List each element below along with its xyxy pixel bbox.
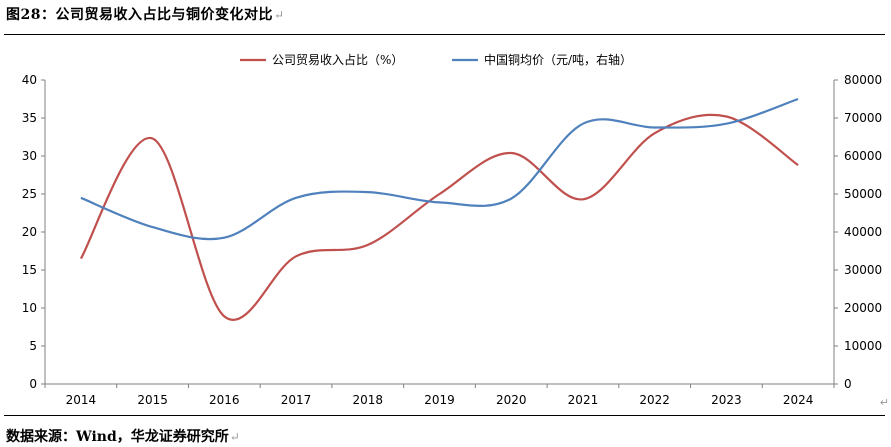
left-tick-label: 25 — [22, 187, 37, 201]
chart: 0 5 10 15 20 25 30 35 40 0 10000 20000 30000 40000 50… — [22, 52, 882, 407]
right-tick-label: 60000 — [844, 149, 882, 163]
series-lines — [79, 97, 799, 321]
x-tick-label: 2023 — [711, 393, 742, 407]
source-text: 数据来源：Wind，华龙证券研究所 — [6, 429, 229, 445]
x-tick-label: 2015 — [137, 393, 168, 407]
legend: 公司贸易收入占比（%） 中国铜均价（元/吨，右轴） — [240, 52, 632, 67]
x-tick-label: 2022 — [639, 393, 670, 407]
source-note: 数据来源：Wind，华龙证券研究所↵ — [6, 426, 240, 446]
right-tick-label: 80000 — [844, 73, 882, 87]
return-mark-right-icon: ↵ — [879, 396, 889, 409]
left-tick-label: 30 — [22, 149, 37, 163]
right-tick-label: 70000 — [844, 111, 882, 125]
left-tick-label: 20 — [22, 225, 37, 239]
figure-title-text: 图28：公司贸易收入占比与铜价变化对比 — [6, 7, 273, 23]
right-tick-label: 40000 — [844, 225, 882, 239]
legend-label-1: 公司贸易收入占比（%） — [272, 52, 403, 67]
x-tick-label: 2017 — [281, 393, 312, 407]
x-tick-label: 2018 — [352, 393, 383, 407]
left-tick-label: 10 — [22, 301, 37, 315]
x-tick-label: 2021 — [568, 393, 599, 407]
legend-label-2: 中国铜均价（元/吨，右轴） — [484, 52, 632, 67]
right-axis-ticks: 0 10000 20000 30000 40000 50000 60000 70000 8000… — [834, 73, 882, 391]
x-tick-label: 2019 — [424, 393, 455, 407]
right-tick-label: 50000 — [844, 187, 882, 201]
x-tick-label: 2020 — [496, 393, 527, 407]
left-tick-label: 5 — [29, 339, 37, 353]
x-tick-label: 2016 — [209, 393, 240, 407]
left-tick-label: 35 — [22, 111, 37, 125]
right-tick-label: 10000 — [844, 339, 882, 353]
x-axis-ticks: 2014 2015 2016 2017 2018 2019 2020 2021 2022 2023… — [44, 384, 835, 407]
bottom-rule — [4, 415, 885, 416]
figure-title: 图28：公司贸易收入占比与铜价变化对比↵ — [6, 4, 285, 24]
x-tick-label: 2014 — [66, 393, 97, 407]
series-line-2 — [80, 97, 799, 241]
return-mark-icon: ↵ — [273, 8, 285, 22]
source-return-mark-icon: ↵ — [229, 430, 240, 444]
x-tick-label: 2024 — [783, 393, 814, 407]
right-tick-label: 20000 — [844, 301, 882, 315]
right-tick-label: 0 — [844, 377, 852, 391]
left-tick-label: 40 — [22, 73, 37, 87]
right-tick-label: 30000 — [844, 263, 882, 277]
left-tick-label: 0 — [29, 377, 37, 391]
left-axis-ticks: 0 5 10 15 20 25 30 35 40 — [22, 73, 45, 391]
top-rule — [4, 34, 885, 35]
left-tick-label: 15 — [22, 263, 37, 277]
series-line-1 — [79, 113, 799, 321]
